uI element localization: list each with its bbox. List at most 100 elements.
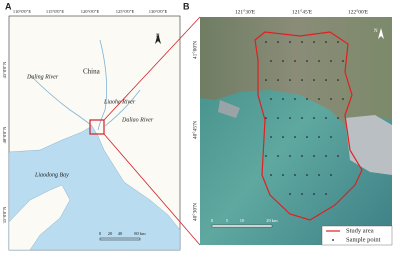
sample-point [318,60,320,62]
sample-point [318,174,320,176]
sample-point [277,155,279,157]
sample-point [282,98,284,100]
inset-box [89,119,105,135]
scale-bar [99,237,141,241]
scale-label: 10 [240,218,245,223]
sample-point [294,174,296,176]
sample-point [318,98,320,100]
sample-point [342,98,344,100]
sample-point [325,117,327,119]
sample-point [270,136,272,138]
river [29,39,141,131]
lon-tick-label: 130°0'0"E [149,9,168,14]
place-label: China [83,68,101,76]
sample-point [306,174,308,176]
sample-point [318,136,320,138]
sample-point [294,98,296,100]
sample-point [301,193,303,195]
lon-tick-label: 121°30'E [235,8,256,15]
scale-label: 20 km [266,218,278,223]
sample-point [330,136,332,138]
sample-point [337,155,339,157]
sample-point [265,117,267,119]
lon-tick-label: 121°45'E [292,8,313,15]
north-label: N [374,29,378,34]
town [218,100,240,118]
legend-swatch [332,239,334,241]
panel-label: B [183,1,190,11]
sample-point [265,41,267,43]
sample-point [301,117,303,119]
peninsula [8,184,71,251]
sample-point [313,41,315,43]
lon-tick-label: 125°0'0"E [116,9,135,14]
sample-point [325,155,327,157]
sample-points [265,41,344,195]
lon-tick-label: 110°0'0"E [13,9,32,14]
place-label: Liaodong Bay [34,172,69,178]
sample-point [301,155,303,157]
sample-point [277,41,279,43]
sample-point [337,41,339,43]
sample-point [289,155,291,157]
scale-label: 40 [118,231,123,236]
sample-point [265,79,267,81]
sample-point [325,193,327,195]
lat-tick-label: 35°0'0"N [2,206,7,223]
sample-point [294,60,296,62]
lat-tick-label: 40°0'0"N [2,126,7,143]
scale-label: 0 [211,218,214,223]
place-label: Daling River [26,74,59,80]
lon-tick-label: 122°00'E [348,8,369,15]
scale-label: 5 [226,218,229,223]
lon-tick-label: 115°0'0"E [46,9,65,14]
sample-point [289,117,291,119]
lat-tick-label: 40°30'N [191,203,198,221]
sample-point [342,60,344,62]
sample-point [289,41,291,43]
lat-tick-label: 41°00'N [191,41,198,59]
sample-point [337,79,339,81]
north-label: N [156,34,160,39]
sample-point [282,136,284,138]
lat-tick-label: 45°0'0"N [2,61,7,78]
port [345,115,392,175]
north-arrow [378,28,384,39]
study-area [254,31,363,221]
sample-point [337,117,339,119]
sample-point [270,98,272,100]
sample-point [306,136,308,138]
lon-tick-label: 120°0'0"E [81,9,100,14]
scale-bar [211,224,273,228]
scale-label: 20 [108,231,113,236]
scale-label: 80 km [134,231,146,236]
panel-label: A [5,1,12,11]
sample-point [330,174,332,176]
sample-point [301,79,303,81]
place-label: Liaohe River [103,99,136,105]
sample-point [301,41,303,43]
sample-point [313,155,315,157]
sample-point [306,60,308,62]
sample-point [282,60,284,62]
sample-point [306,98,308,100]
legend-label: Sample point [346,236,381,243]
sample-point [270,60,272,62]
sample-point [330,60,332,62]
sample-point [330,98,332,100]
sample-point [313,117,315,119]
sample-point [313,193,315,195]
legend-label: Study area [346,227,374,234]
sample-point [289,193,291,195]
place-label: Daliao River [121,117,154,123]
sample-point [313,79,315,81]
sample-point [265,155,267,157]
sample-point [282,174,284,176]
sample-point [277,79,279,81]
inset-line [103,16,201,121]
land [200,17,392,125]
scale-label: 0 [99,231,102,236]
inset-line [103,133,201,246]
